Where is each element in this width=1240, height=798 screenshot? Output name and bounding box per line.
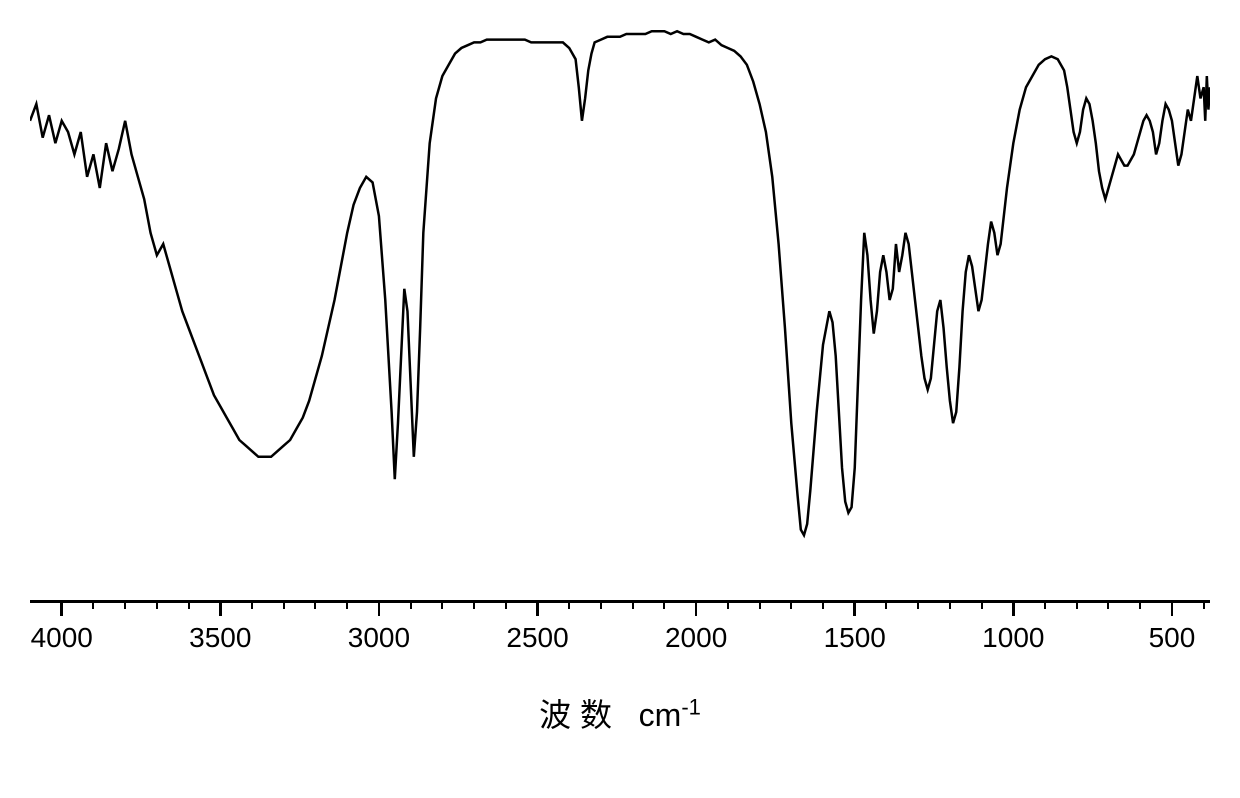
minor-tick [790,600,792,609]
major-tick [1171,600,1174,616]
x-axis-label: 波 数 cm-1 [539,690,701,736]
minor-tick [1139,600,1141,609]
minor-tick [1203,600,1205,609]
minor-tick [441,600,443,609]
tick-label: 2000 [665,622,727,654]
minor-tick [1107,600,1109,609]
ir-spectrum-plot [30,20,1210,580]
major-tick [219,600,222,616]
major-tick [536,600,539,616]
xlabel-main: 波 数 [539,697,612,733]
minor-tick [124,600,126,609]
minor-tick [663,600,665,609]
tick-label: 2500 [506,622,568,654]
minor-tick [632,600,634,609]
minor-tick [346,600,348,609]
minor-tick [156,600,158,609]
minor-tick [600,600,602,609]
tick-label: 500 [1149,622,1196,654]
minor-tick [283,600,285,609]
tick-label: 4000 [31,622,93,654]
tick-label: 1500 [824,622,886,654]
minor-tick [981,600,983,609]
minor-tick [949,600,951,609]
major-tick [695,600,698,616]
minor-tick [568,600,570,609]
major-tick [1012,600,1015,616]
minor-tick [1044,600,1046,609]
minor-tick [727,600,729,609]
major-tick [378,600,381,616]
minor-tick [251,600,253,609]
minor-tick [188,600,190,609]
xlabel-sup: -1 [681,694,701,719]
spectrum-line-svg [30,20,1210,580]
xlabel-unit: cm [639,697,682,733]
minor-tick [410,600,412,609]
major-tick [60,600,63,616]
tick-label: 3000 [348,622,410,654]
axis-baseline [30,600,1210,603]
minor-tick [92,600,94,609]
minor-tick [885,600,887,609]
minor-tick [473,600,475,609]
minor-tick [1076,600,1078,609]
tick-label: 3500 [189,622,251,654]
minor-tick [822,600,824,609]
spectrum-trace [30,31,1210,535]
major-tick [853,600,856,616]
minor-tick [917,600,919,609]
tick-label: 1000 [982,622,1044,654]
minor-tick [759,600,761,609]
minor-tick [505,600,507,609]
minor-tick [314,600,316,609]
